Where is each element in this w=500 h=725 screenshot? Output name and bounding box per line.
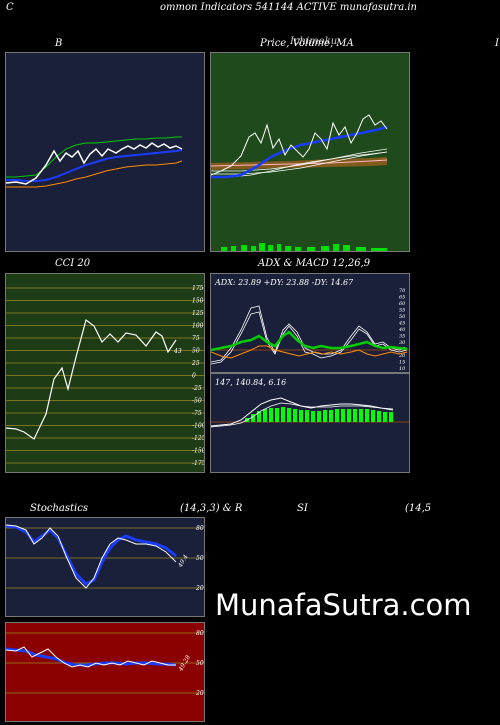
bollinger-lower-band (6, 160, 183, 188)
adx-white-line-2 (211, 305, 408, 363)
price-white-line (211, 114, 388, 176)
cci-tick-label: 100 (192, 323, 204, 330)
macd-signal-line (211, 402, 394, 428)
price-panel (210, 52, 410, 252)
cci-chart: 175 150 125 100 75 50 25 0 -25 -50 -75 -100 -125 -150… (6, 285, 204, 467)
ma-fast-line (211, 125, 388, 179)
cci-tick-label: -100 (192, 423, 204, 430)
rsi-label: SI (297, 503, 308, 514)
bollinger-panel (5, 52, 205, 252)
stoch-tick-20: 20 (195, 585, 204, 592)
cci-label: CCI 20 (55, 258, 91, 269)
rsi-current-value: 49.28 (177, 654, 192, 673)
adx-tick-label: 50 (399, 314, 406, 320)
bollinger-middle-band (6, 149, 183, 182)
adx-tick-label: 10 (399, 366, 406, 372)
rsi-chart: 80 50 20 49.28 (6, 630, 204, 697)
stoch-k-line (6, 524, 177, 589)
adx-readout: ADX: 23.89 +DY: 23.88 -DY: 14.67 (214, 278, 354, 287)
stochastics-panel: 80 50 20 49.4 (5, 517, 205, 617)
stochastics-chart: 80 50 20 49.4 (6, 524, 204, 592)
stochastics-label: Stochastics (30, 503, 88, 514)
cci-tick-label: 175 (192, 285, 204, 292)
adx-white-line-1 (211, 311, 408, 365)
cci-panel: 175 150 125 100 75 50 25 0 -25 -50 -75 -100 -125 -150… (5, 273, 205, 473)
cci-tick-label: -50 (192, 398, 202, 405)
cci-tick-label: -175 (192, 460, 204, 467)
ichimoku-line-pink (211, 159, 388, 167)
bollinger-price-line (6, 142, 183, 185)
cci-tick-label: -125 (192, 435, 204, 442)
price-label: Price, Volume, MA (260, 38, 354, 49)
adx-tick-label: 70 (399, 288, 406, 294)
rsi-tick-50: 50 (196, 660, 204, 667)
macd-histogram (245, 407, 393, 422)
watermark: MunafaSutra.com (215, 588, 472, 622)
macd-chart: 147, 140.84, 6.16 (211, 378, 409, 428)
right-edge-label: I (495, 38, 499, 49)
adx-tick-label: 40 (398, 327, 406, 333)
adx-tick-label: 20 (398, 353, 406, 359)
adx-tick-label: 15 (399, 360, 405, 366)
cci-tick-label: -75 (192, 410, 202, 417)
header-title: ommon Indicators 541144 ACTIVE munafasut… (160, 2, 417, 13)
ichimoku-overlap-label: Ichimoku (290, 36, 338, 47)
cci-current-value: 43 (173, 348, 182, 355)
cci-tick-label: -150 (192, 448, 204, 455)
cci-tick-label: 0 (192, 373, 196, 380)
adx-tick-label: 60 (399, 301, 406, 307)
stoch-current-value: 49.4 (176, 553, 189, 569)
adx-tick-label: 45 (398, 321, 405, 327)
adx-green-line (211, 330, 408, 352)
adx-tick-label: 35 (399, 334, 405, 340)
header-left-letter: C (6, 2, 14, 13)
adx-label: ADX & MACD 12,26,9 (258, 258, 371, 269)
rsi-white-line (6, 646, 176, 668)
cci-tick-label: 150 (192, 298, 204, 305)
volume-bars (221, 243, 387, 251)
adx-tick-label: 65 (399, 295, 405, 301)
bollinger-chart (6, 136, 183, 188)
macd-panel: 147, 140.84, 6.16 (210, 373, 410, 473)
stochastics-params-label: (14,3,3) & R (180, 503, 243, 514)
stoch-tick-80: 80 (196, 525, 204, 532)
ichimoku-line-white-1 (211, 148, 388, 172)
cci-tick-label: 75 (192, 335, 200, 342)
rsi-params-label: (14,5 (405, 503, 432, 514)
macd-readout: 147, 140.84, 6.16 (215, 378, 286, 387)
bollinger-label: B (55, 38, 63, 49)
stoch-d-line (6, 524, 177, 586)
cci-tick-label: -25 (192, 385, 202, 392)
cci-tick-label: 125 (192, 310, 204, 317)
cci-tick-label: 25 (191, 360, 200, 367)
rsi-panel: 80 50 20 49.28 (5, 622, 205, 722)
adx-chart: 70656055504540353025201510 ADX: 23.89 +D… (211, 278, 409, 372)
adx-tick-label: 55 (399, 308, 405, 314)
rsi-tick-20: 20 (195, 690, 204, 697)
adx-tick-label: 30 (399, 340, 406, 346)
cci-line (6, 318, 177, 440)
adx-panel: 70656055504540353025201510 ADX: 23.89 +D… (210, 273, 410, 373)
stoch-tick-50: 50 (196, 555, 204, 562)
adx-orange-line (211, 345, 408, 359)
rsi-tick-80: 80 (196, 630, 204, 637)
price-chart (211, 114, 388, 251)
cci-tick-label: 50 (192, 348, 200, 355)
bollinger-upper-band (6, 136, 182, 178)
